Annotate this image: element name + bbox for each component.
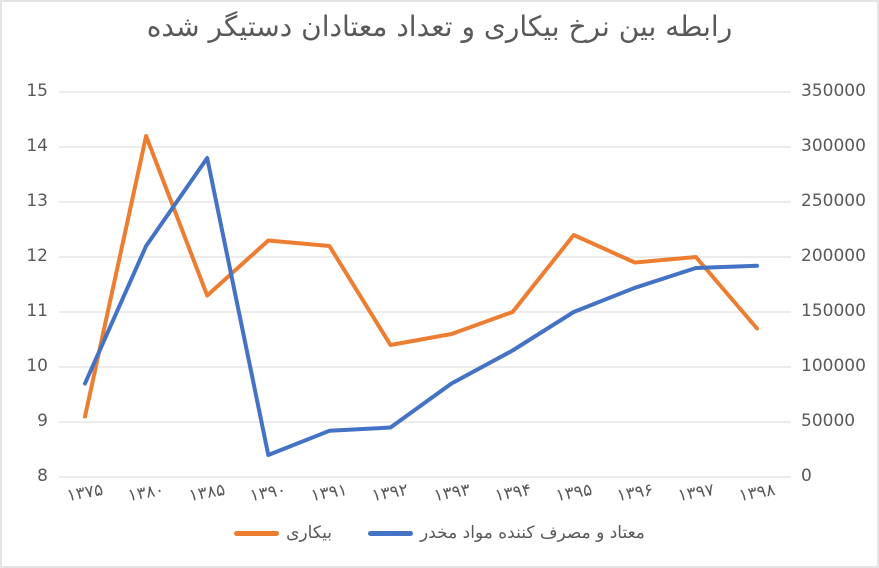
y-left-tick-label: 12 xyxy=(26,246,48,266)
legend-item-addicts: معتاد و مصرف کننده مواد مخدر xyxy=(368,523,645,543)
y-left-tick-label: 10 xyxy=(26,356,48,376)
y-left-tick-label: 14 xyxy=(26,136,48,156)
y-left-tick-label: 11 xyxy=(26,301,48,321)
legend-swatch-orange-line xyxy=(234,530,280,536)
y-right-tick-label: 0 xyxy=(801,466,812,486)
y-right-tick-label: 200000 xyxy=(801,246,866,266)
legend-item-unemployment: بیکاری xyxy=(234,523,332,543)
y-left-tick-label: 13 xyxy=(26,191,48,211)
y-right-tick-label: 100000 xyxy=(801,356,866,376)
legend-label-unemployment: بیکاری xyxy=(286,523,333,543)
chart-title: رابطه بین نرخ بیکاری و تعداد معتادان دست… xyxy=(146,10,733,43)
y-right-tick-label: 350000 xyxy=(801,81,866,101)
legend-label-addicts: معتاد و مصرف کننده مواد مخدر xyxy=(420,523,645,543)
y-right-tick-label: 150000 xyxy=(801,301,866,321)
y-left-tick-label: 15 xyxy=(26,81,48,101)
y-right-tick-label: 300000 xyxy=(801,136,866,156)
y-left-tick-label: 9 xyxy=(37,411,48,431)
series-line-addicts xyxy=(83,156,759,457)
y-right-tick-label: 250000 xyxy=(801,191,866,211)
legend-swatch-blue-line xyxy=(368,530,414,536)
y-left-tick-label: 8 xyxy=(37,466,48,486)
series-line-unemployment xyxy=(83,134,759,419)
legend: بیکاری معتاد و مصرف کننده مواد مخدر xyxy=(2,523,877,543)
y-right-tick-label: 50000 xyxy=(801,411,856,431)
